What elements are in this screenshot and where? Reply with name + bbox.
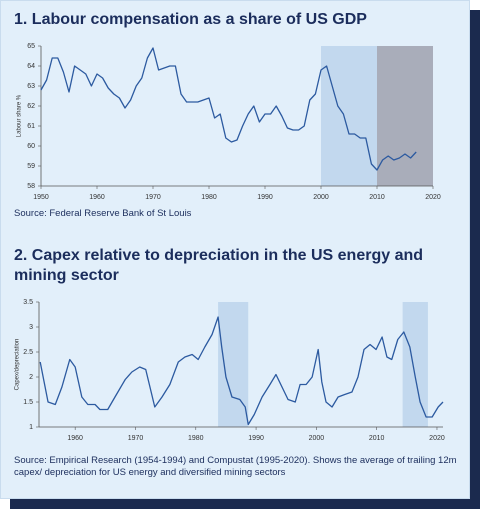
chart-title: 1. Labour compensation as a share of US … bbox=[14, 11, 367, 28]
y-tick-label: 62 bbox=[27, 103, 35, 110]
shaded-region bbox=[218, 302, 249, 427]
shaded-region bbox=[321, 46, 377, 186]
y-tick-label: 58 bbox=[27, 183, 35, 190]
chart: 58 59 60 61 62 63 64 65 1950 1960 1970 1980 1990 2000… bbox=[17, 43, 441, 201]
y-tick-label: 3 bbox=[29, 324, 33, 331]
chart-source: Source: Federal Reserve Bank of St Louis bbox=[14, 208, 192, 219]
chart: 1 1.5 2 2.5 3 3.5 1960 1970 1980 1990 2000 2010 2020… bbox=[15, 299, 445, 442]
data-line bbox=[40, 47, 417, 171]
shaded-region bbox=[377, 46, 433, 186]
shaded-region bbox=[402, 302, 428, 427]
y-tick-label: 60 bbox=[27, 143, 35, 150]
y-tick-label: 2.5 bbox=[23, 349, 33, 356]
x-tick-label: 2020 bbox=[429, 435, 445, 442]
y-tick-label: 64 bbox=[27, 63, 35, 70]
data-line bbox=[39, 316, 444, 426]
y-tick-label: 63 bbox=[27, 83, 35, 90]
x-tick-label: 1990 bbox=[248, 435, 264, 442]
y-tick-label: 59 bbox=[27, 163, 35, 170]
y-axis-label: Capex/depreciation bbox=[15, 339, 21, 391]
y-tick-label: 2 bbox=[29, 374, 33, 381]
x-tick-label: 1980 bbox=[188, 435, 204, 442]
x-tick-label: 2010 bbox=[369, 435, 385, 442]
x-tick-label: 1970 bbox=[128, 435, 144, 442]
y-tick-label: 61 bbox=[27, 123, 35, 130]
x-tick-label: 1960 bbox=[89, 194, 105, 201]
chart-source: Source: Empirical Research (1954-1994) a… bbox=[14, 455, 457, 478]
y-axis-label: Labour share % bbox=[17, 94, 23, 137]
x-tick-label: 1970 bbox=[145, 194, 161, 201]
x-tick-label: 1980 bbox=[201, 194, 217, 201]
x-tick-label: 2000 bbox=[309, 435, 325, 442]
x-tick-label: 1950 bbox=[33, 194, 49, 201]
y-tick-label: 65 bbox=[27, 43, 35, 50]
x-tick-label: 1990 bbox=[257, 194, 273, 201]
y-tick-label: 1 bbox=[29, 424, 33, 431]
x-tick-label: 1960 bbox=[67, 435, 83, 442]
chart-title: 2. Capex relative to depreciation in the… bbox=[14, 247, 424, 284]
x-tick-label: 2000 bbox=[313, 194, 329, 201]
x-tick-label: 2010 bbox=[369, 194, 385, 201]
x-tick-label: 2020 bbox=[425, 194, 441, 201]
y-tick-label: 1.5 bbox=[23, 399, 33, 406]
y-tick-label: 3.5 bbox=[23, 299, 33, 306]
